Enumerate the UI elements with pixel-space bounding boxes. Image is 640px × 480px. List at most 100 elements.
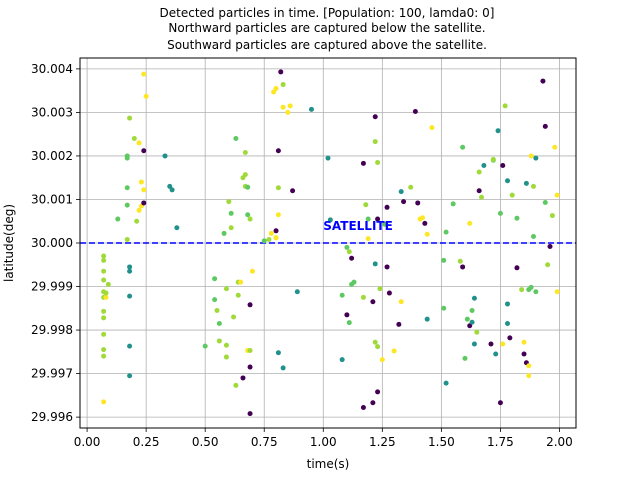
particle-point — [124, 237, 130, 243]
particle-point — [273, 235, 279, 241]
particle-point — [127, 115, 133, 121]
particle-point — [384, 204, 390, 210]
particle-point — [240, 375, 246, 381]
particle-point — [308, 106, 314, 112]
particle-point — [278, 69, 284, 75]
y-tick-label: 29.999 — [31, 280, 73, 294]
particle-point — [497, 210, 503, 216]
particle-point — [375, 159, 381, 165]
particle-point — [412, 109, 418, 115]
particle-point — [401, 199, 407, 205]
particle-point — [245, 184, 251, 190]
particle-point — [212, 297, 218, 303]
y-tick-label: 30.003 — [31, 105, 73, 119]
particle-point — [275, 148, 281, 154]
particle-point — [547, 243, 553, 249]
particle-point — [101, 277, 107, 283]
particle-point — [370, 400, 376, 406]
particle-point — [391, 348, 397, 354]
particle-point — [521, 351, 527, 357]
particle-point — [424, 231, 430, 237]
particle-point — [363, 202, 369, 208]
particle-point — [443, 380, 449, 386]
particle-point — [280, 82, 286, 88]
particle-point — [169, 187, 175, 193]
y-tick-label: 29.996 — [31, 410, 73, 424]
particle-point — [273, 85, 279, 91]
particle-point — [457, 258, 463, 264]
particle-point — [375, 389, 381, 395]
particle-point — [247, 411, 253, 417]
x-tick-label: 0.75 — [251, 435, 278, 449]
particle-point — [429, 125, 435, 131]
particle-point — [386, 290, 392, 296]
particle-point — [545, 262, 551, 268]
particle-point — [507, 335, 513, 341]
particle-point — [505, 301, 511, 307]
particle-point — [422, 220, 428, 226]
particle-point — [542, 123, 548, 129]
particle-point — [460, 144, 466, 150]
particle-point — [216, 338, 222, 344]
particle-point — [138, 179, 144, 185]
particle-point — [474, 329, 480, 335]
particle-point — [101, 253, 107, 259]
particle-point — [266, 237, 272, 243]
particle-point — [285, 109, 291, 115]
particle-point — [509, 192, 515, 198]
particle-point — [223, 286, 229, 292]
particle-point — [325, 155, 331, 161]
particle-point — [554, 192, 560, 198]
particle-point — [398, 189, 404, 195]
particle-point — [514, 215, 520, 221]
particle-point — [441, 305, 447, 311]
particle-point — [471, 295, 477, 301]
particle-point — [443, 229, 449, 235]
particle-point — [101, 308, 107, 314]
particle-point — [136, 140, 142, 146]
particle-point — [476, 188, 482, 194]
particle-point — [275, 212, 281, 218]
particle-point — [127, 268, 133, 274]
particle-point — [124, 153, 130, 159]
particle-point — [101, 268, 107, 274]
particle-point — [549, 213, 555, 219]
particle-point — [294, 289, 300, 295]
particle-point — [127, 373, 133, 379]
particle-point — [103, 294, 109, 300]
particle-point — [245, 212, 251, 218]
particle-point — [500, 341, 506, 347]
particle-point — [131, 136, 137, 142]
particle-point — [372, 261, 378, 267]
particle-point — [375, 216, 381, 222]
y-tick-label: 29.998 — [31, 323, 73, 337]
particle-point — [247, 364, 253, 370]
particle-point — [521, 339, 527, 345]
particle-point — [101, 353, 107, 359]
y-axis-label: latitude(deg) — [2, 204, 16, 282]
particle-point — [127, 264, 133, 270]
particle-point — [467, 220, 473, 226]
particle-point — [346, 320, 352, 326]
particle-point — [344, 244, 350, 250]
chart-title-line-1: Detected particles in time. [Population:… — [160, 6, 495, 20]
particle-point — [360, 294, 366, 300]
particle-point — [360, 405, 366, 411]
y-tick-label: 30.000 — [31, 236, 73, 250]
particle-point — [526, 373, 532, 379]
particle-point — [247, 302, 253, 308]
particle-point — [228, 225, 234, 231]
particle-point — [212, 276, 218, 282]
particle-point — [280, 104, 286, 110]
particle-point — [242, 149, 248, 155]
particle-point — [497, 400, 503, 406]
particle-point — [365, 236, 371, 242]
particle-point — [377, 286, 383, 292]
particle-point — [247, 348, 253, 354]
particle-point — [481, 163, 487, 169]
particle-point — [233, 136, 239, 142]
particle-point — [490, 156, 496, 162]
particle-point — [287, 103, 293, 109]
particle-point — [408, 184, 414, 190]
particle-point — [370, 299, 376, 305]
